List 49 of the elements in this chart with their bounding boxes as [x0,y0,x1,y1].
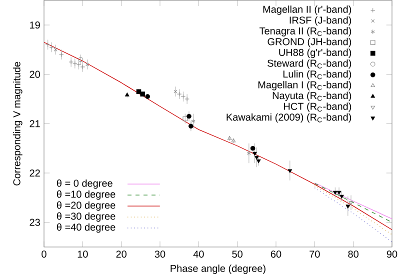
legend-label: Magellan II (r'-band) [263,6,352,15]
x-tick-label: 50 [232,250,242,258]
x-tick-label: 20 [116,250,126,258]
y-tick-label: 20 [30,70,40,78]
legend-label: θ =10 degree [56,190,116,200]
point [145,94,150,99]
x-tick-label: 30 [154,250,166,258]
x-tick-label: 60 [270,250,282,258]
point [288,169,292,173]
x-tick-label: 70 [310,250,320,258]
point [86,62,90,66]
y-tick-label: 22 [30,170,40,176]
point [78,57,84,62]
x-tick-label: 40 [193,250,204,258]
y-axis-title: Corresponding V magnitude [13,62,22,186]
legend-label: θ = 0 degree [56,179,112,189]
legend-label: θ =40 degree [56,223,116,233]
legend-label: Steward (R$_{C}$-band) [268,59,352,69]
y-tick-label: 19 [30,21,40,29]
point [348,201,354,206]
point [250,146,256,151]
legend-label: IRSF (J-band) [290,16,352,26]
x-tick-label: 80 [348,250,358,258]
x-tick-label: 90 [386,250,398,258]
legend-label: GROND (JH-band) [268,38,352,48]
x-tick-label: 0 [42,250,46,258]
point [140,92,146,96]
point [340,194,344,199]
legend-label: Tenagra II (R$_{C}$-band) [260,27,352,36]
point [188,124,194,129]
point [191,118,196,124]
x-tick-label: 10 [78,250,88,258]
legend-label: Lulin (R$_{C}$-band) [283,70,352,80]
legend-label: Kawakami (2009) (R$_{C}$-band) [226,113,352,123]
legend-label: Nayuta (R$_{C}$-band) [272,92,352,102]
point [256,159,261,164]
point [346,204,350,208]
legend-label: UH88 (g'r'-band) [279,48,352,58]
legend-label: HCT (R$_{C}$-band) [284,102,352,112]
legend-label: θ =20 degree [56,201,116,211]
y-tick-label: 23 [30,218,40,226]
legend-label: θ =30 degree [56,212,116,222]
point [246,150,252,156]
legend-label: Magellan I (R$_{C}$-band) [258,81,352,90]
point [333,190,338,195]
point [252,152,257,156]
y-tick-label: 21 [30,120,40,128]
x-axis-title: Phase angle (degree) [170,264,266,274]
point [54,48,58,52]
